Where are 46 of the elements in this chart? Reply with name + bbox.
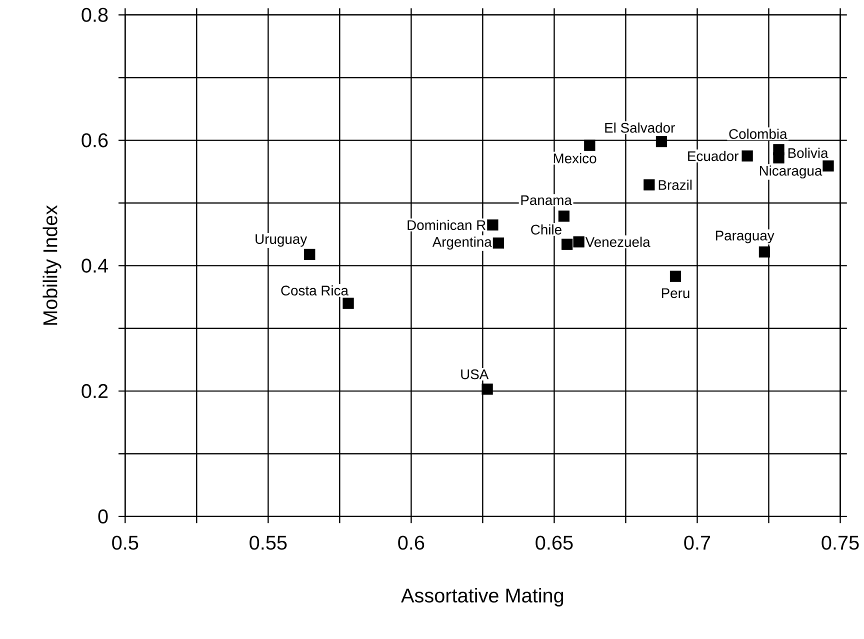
- point: [482, 384, 493, 395]
- annotation: Chile: [531, 224, 562, 235]
- point: [822, 160, 834, 172]
- annotation: Uruguay: [256, 234, 308, 247]
- annotation: Costa Rica: [281, 285, 348, 296]
- point: [656, 136, 668, 148]
- annotation: Peru: [662, 288, 690, 298]
- point: [573, 236, 584, 248]
- y-tick-label: 0.2: [82, 384, 108, 398]
- annotation: Mexico: [554, 153, 596, 164]
- x-tick-label: 0.5: [112, 536, 138, 550]
- annotation: Dominican R: [408, 220, 486, 230]
- annotation: Venezuela: [585, 236, 650, 248]
- x-tick-label: 0.7: [684, 536, 710, 550]
- annotation: Brazil: [658, 180, 692, 190]
- x-tick-label: 0.55: [250, 536, 287, 550]
- point: [742, 150, 753, 162]
- annotation: Argentina: [432, 236, 492, 250]
- x-axis-title: Assortative Mating: [401, 588, 564, 607]
- annotation: El Salvador: [605, 122, 675, 133]
- point: [644, 179, 655, 191]
- annotation: Ecuador: [688, 151, 739, 162]
- annotation: Colombia: [729, 128, 788, 140]
- point: [487, 220, 498, 231]
- point: [584, 140, 596, 152]
- annotation: Nicaragua: [760, 166, 822, 179]
- y-tick-label: 0.4: [82, 258, 108, 273]
- point: [492, 238, 504, 249]
- annotation: Bolivia: [788, 148, 828, 158]
- point: [342, 298, 354, 310]
- point: [670, 270, 682, 282]
- y-tick-label: 0.8: [82, 8, 108, 22]
- x-tick-label: 0.65: [536, 536, 573, 550]
- annotation: Panama: [521, 196, 572, 206]
- point: [758, 246, 770, 258]
- x-tick-label: 0.75: [822, 536, 859, 550]
- y-axis-title: Mobility Index: [42, 205, 62, 325]
- annotation: USA: [461, 370, 489, 380]
- y-tick-label: 0: [98, 510, 108, 524]
- point: [304, 249, 316, 260]
- point: [773, 152, 784, 164]
- x-tick-label: 0.6: [398, 536, 424, 550]
- annotation: Paraguay: [716, 230, 774, 244]
- point: [562, 238, 573, 250]
- point: [558, 210, 570, 222]
- y-tick-label: 0.6: [82, 133, 108, 148]
